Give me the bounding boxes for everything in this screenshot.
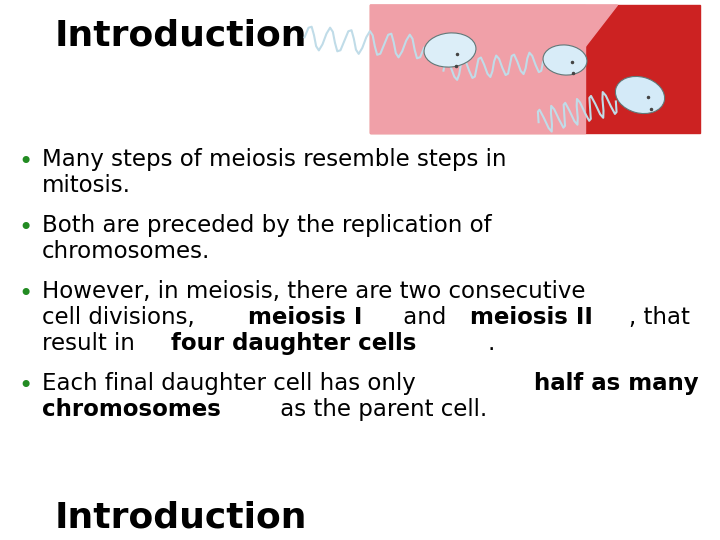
Bar — [370, 5, 585, 133]
Text: cell divisions,: cell divisions, — [42, 306, 202, 329]
Text: , that: , that — [629, 306, 690, 329]
Text: meiosis II: meiosis II — [470, 306, 593, 329]
Text: Introduction: Introduction — [55, 18, 307, 52]
Text: Both are preceded by the replication of: Both are preceded by the replication of — [42, 214, 492, 237]
Text: mitosis.: mitosis. — [42, 174, 131, 197]
Polygon shape — [370, 5, 618, 133]
Text: •: • — [18, 216, 32, 240]
Text: •: • — [18, 374, 32, 398]
Text: Many steps of meiosis resemble steps in: Many steps of meiosis resemble steps in — [42, 148, 506, 171]
Text: four daughter cells: four daughter cells — [171, 332, 417, 355]
Text: meiosis I: meiosis I — [248, 306, 363, 329]
Ellipse shape — [543, 45, 587, 75]
Ellipse shape — [424, 33, 476, 67]
Text: .: . — [488, 332, 495, 355]
Text: •: • — [18, 282, 32, 306]
Text: half as many: half as many — [534, 372, 698, 395]
Text: Introduction: Introduction — [55, 500, 307, 534]
Text: chromosomes: chromosomes — [42, 398, 221, 421]
Text: However, in meiosis, there are two consecutive: However, in meiosis, there are two conse… — [42, 280, 585, 303]
Text: as the parent cell.: as the parent cell. — [273, 398, 487, 421]
Text: Each final daughter cell has only: Each final daughter cell has only — [42, 372, 423, 395]
Text: chromosomes.: chromosomes. — [42, 240, 210, 263]
Text: •: • — [18, 150, 32, 174]
Ellipse shape — [616, 77, 665, 113]
Text: result in: result in — [42, 332, 142, 355]
Bar — [370, 5, 700, 133]
Text: and: and — [396, 306, 454, 329]
